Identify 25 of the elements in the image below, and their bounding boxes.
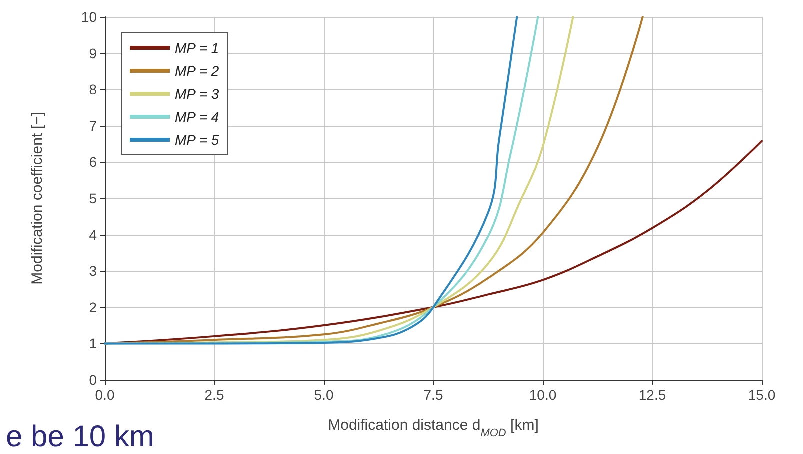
y-tick-label: 8 [89, 82, 98, 98]
y-tick-label: 2 [89, 299, 98, 316]
legend-label: MP = 2 [175, 63, 220, 79]
y-tick-label: 6 [89, 154, 98, 170]
y-axis-title: Modification coefficient [−] [29, 112, 46, 285]
x-tick-label: 10.0 [529, 387, 557, 403]
x-tick-label: 12.5 [638, 387, 666, 403]
x-tick-label: 2.5 [204, 387, 224, 403]
x-tick-label: 15.0 [748, 387, 776, 403]
y-tick-label: 0 [89, 372, 98, 388]
x-tick-label: 0.0 [95, 387, 115, 403]
y-tick-label: 1 [89, 336, 98, 352]
y-tick-label: 3 [89, 263, 98, 280]
legend-label: MP = 4 [175, 109, 220, 125]
x-tick-label: 5.0 [314, 387, 334, 403]
text: e be 10 km [6, 420, 154, 454]
y-tick-label: 10 [81, 9, 98, 25]
legend-label: MP = 5 [175, 132, 220, 148]
y-tick-label: 9 [89, 45, 98, 62]
x-tick-label: 7.5 [424, 387, 444, 403]
y-tick-label: 7 [89, 118, 98, 134]
y-tick-label: 5 [89, 190, 98, 206]
legend-label: MP = 1 [175, 40, 220, 56]
y-tick-label: 4 [89, 226, 98, 243]
legend-label: MP = 3 [175, 86, 220, 102]
